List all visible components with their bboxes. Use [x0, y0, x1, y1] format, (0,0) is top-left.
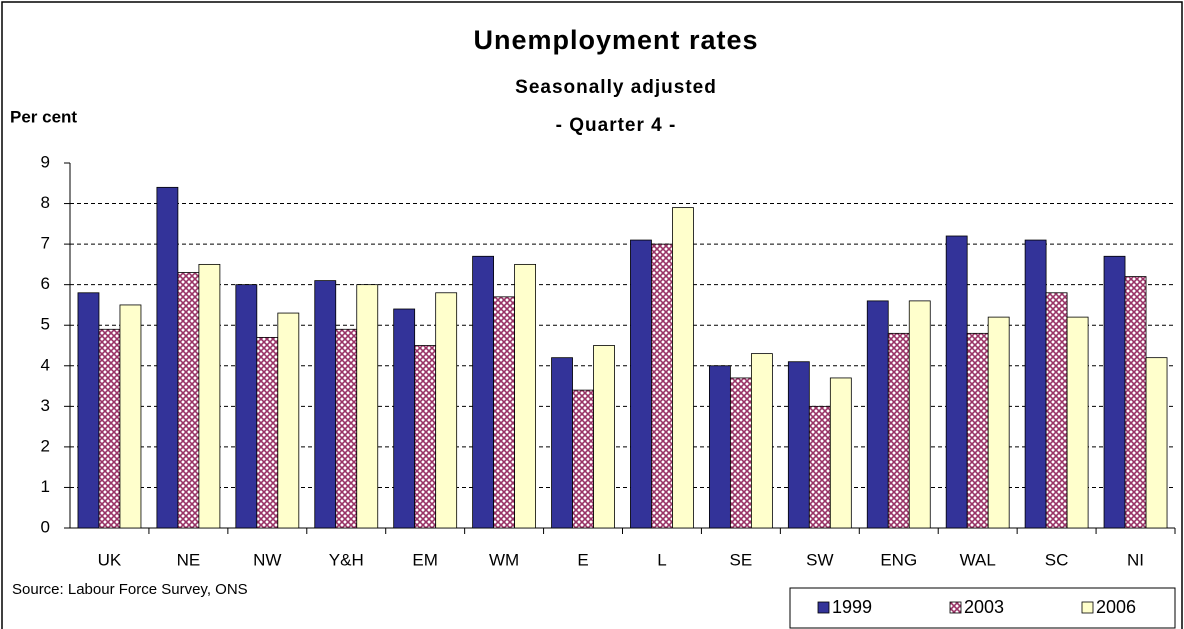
bar — [866, 300, 889, 529]
bar — [551, 357, 573, 529]
x-tick-label: E — [577, 550, 588, 569]
bar — [314, 280, 337, 529]
y-tick-label: 0 — [41, 517, 50, 536]
bar — [493, 296, 516, 529]
bar — [908, 300, 931, 529]
y-tick-label: 5 — [41, 315, 50, 334]
chart-title: Unemployment rates — [473, 25, 758, 55]
bar — [808, 405, 831, 529]
legend-box — [789, 587, 1176, 629]
bar — [945, 235, 968, 529]
bar — [235, 284, 258, 529]
y-tick-label: 6 — [41, 274, 50, 293]
bar — [829, 377, 852, 529]
bar — [750, 353, 773, 529]
bar — [335, 328, 358, 529]
bar — [572, 389, 594, 529]
y-tick-label: 1 — [41, 477, 50, 496]
x-tick-label: WAL — [960, 550, 996, 569]
bar — [356, 284, 379, 529]
chart-subtitle: Seasonally adjusted — [515, 77, 717, 98]
chart-subtitle: - Quarter 4 - — [556, 115, 677, 136]
x-tick-label: SW — [806, 550, 833, 569]
bar — [729, 377, 752, 529]
legend-label: 1999 — [832, 597, 872, 617]
bar — [435, 292, 458, 529]
bar — [393, 308, 416, 529]
bar — [98, 328, 121, 529]
x-tick-label: NI — [1127, 550, 1144, 569]
bar — [119, 304, 142, 529]
bar — [1103, 255, 1126, 529]
y-tick-label: 2 — [41, 436, 50, 455]
y-axis-label: Per cent — [10, 107, 77, 126]
legend-swatch — [949, 601, 962, 614]
y-tick-label: 8 — [41, 193, 50, 212]
bar — [1024, 239, 1047, 529]
x-tick-label: WM — [489, 550, 519, 569]
bar — [593, 345, 615, 529]
x-tick-label: EM — [412, 550, 438, 569]
bar — [966, 332, 989, 529]
bar — [987, 316, 1010, 529]
bar — [277, 312, 300, 529]
bar — [472, 255, 495, 529]
x-tick-label: L — [657, 550, 666, 569]
bar — [156, 186, 179, 529]
bar — [1066, 316, 1089, 529]
bar — [177, 272, 200, 529]
x-tick-label: SC — [1045, 550, 1069, 569]
y-tick-label: 4 — [41, 355, 50, 374]
source: Source: Labour Force Survey, ONS — [12, 581, 248, 598]
legend-swatch — [817, 601, 830, 614]
x-tick-label: NE — [177, 550, 201, 569]
bar — [630, 239, 652, 529]
x-tick-label: NW — [253, 550, 281, 569]
bar — [514, 263, 537, 529]
bar — [1045, 292, 1068, 529]
bar — [77, 292, 100, 529]
bar — [1124, 276, 1147, 529]
y-tick-label: 3 — [41, 396, 50, 415]
bar — [651, 243, 673, 529]
bar — [198, 263, 221, 529]
bar — [1145, 357, 1168, 529]
x-tick-label: ENG — [880, 550, 917, 569]
x-tick-label: SE — [730, 550, 753, 569]
y-tick-label: 9 — [41, 152, 50, 171]
bar — [414, 345, 437, 529]
x-tick-label: Y&H — [329, 550, 364, 569]
bar — [256, 336, 279, 529]
bar — [708, 365, 731, 529]
y-tick-label: 7 — [41, 234, 50, 253]
bar — [672, 207, 694, 529]
x-tick-label: UK — [98, 550, 122, 569]
legend-label: 2006 — [1096, 597, 1136, 617]
legend-swatch — [1081, 601, 1094, 614]
bar — [887, 332, 910, 529]
bar — [787, 361, 810, 529]
legend-label: 2003 — [964, 597, 1004, 617]
